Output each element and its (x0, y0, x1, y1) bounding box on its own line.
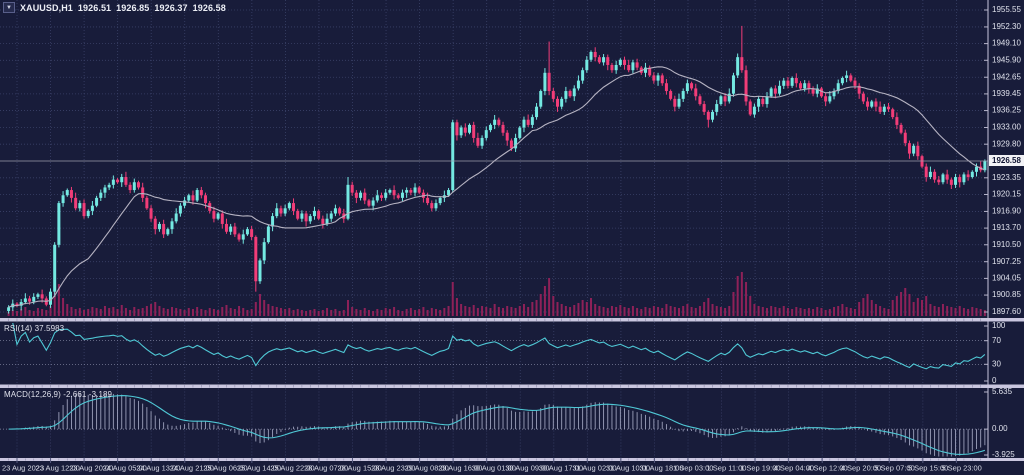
price-tick-label: 1910.50 (992, 240, 1021, 249)
price-tick-label: 1939.45 (992, 89, 1021, 98)
macd-scale-label: -3.925 (992, 450, 1015, 459)
price-tick-label: 1949.10 (992, 39, 1021, 48)
price-tick-label: 1955.55 (992, 5, 1021, 14)
pane-separators (0, 318, 1024, 461)
price-tick-label: 1913.70 (992, 223, 1021, 232)
time-tick-label: 31 Aug 02:00 (572, 463, 616, 472)
time-tick-label: 31 Aug 10:00 (606, 463, 650, 472)
time-tick-label: 30 Aug 17:00 (539, 463, 583, 472)
ma-line (8, 66, 986, 308)
rsi-indicator-label: RSI(14) 37.5983 (4, 324, 64, 333)
price-tick-label: 1933.00 (992, 123, 1021, 132)
price-tick-label: 1897.60 (992, 307, 1021, 316)
rsi-scale-label: 100 (992, 321, 1006, 330)
time-tick-label: 30 Aug 09:00 (505, 463, 549, 472)
time-tick-label: 1 Sep 03:00 (673, 463, 713, 472)
time-tick-label: 5 Sep 15:00 (908, 463, 948, 472)
price-tick-label: 1916.90 (992, 207, 1021, 216)
macd-scale-label: 0.00 (992, 424, 1008, 433)
rsi-pane (0, 322, 988, 370)
ohlc-open: 1926.51 (77, 2, 112, 13)
time-tick-label: 25 Aug 14:00 (237, 463, 281, 472)
time-tick-label: 28 Aug 07:00 (304, 463, 348, 472)
price-tick-label: 1907.25 (992, 257, 1021, 266)
time-tick-label: 28 Aug 15:00 (338, 463, 382, 472)
price-tick-label: 1900.85 (992, 290, 1021, 299)
price-tick-label: 1923.35 (992, 173, 1021, 182)
ohlc-close: 1926.58 (192, 2, 226, 13)
rsi-line (12, 322, 986, 370)
chart-title-bar: ▼ XAUUSD,H1 1926.51 1926.85 1926.37 1926… (3, 2, 226, 13)
time-tick-label: 23 Aug 2023 (2, 463, 44, 472)
chart-menu-icon[interactable]: ▼ (3, 2, 15, 13)
macd-name: MACD(12,26,9) (4, 390, 61, 399)
symbol-period-label: XAUUSD,H1 (20, 2, 73, 13)
time-tick-label: 23 Aug 20:00 (69, 463, 113, 472)
time-tick-label: 28 Aug 23:00 (371, 463, 415, 472)
macd-values: -2.661 -3.189 (63, 390, 113, 399)
time-tick-label: 4 Sep 12:00 (807, 463, 847, 472)
rsi-scale-label: 70 (992, 336, 1001, 345)
macd-indicator-label: MACD(12,26,9) -2.661 -3.189 (4, 390, 112, 399)
time-tick-label: 5 Sep 23:00 (941, 463, 981, 472)
price-tick-label: 1942.65 (992, 72, 1021, 81)
time-tick-label: 1 Sep 11:00 (707, 463, 747, 472)
time-tick-label: 1 Sep 19:00 (740, 463, 780, 472)
price-tick-label: 1920.15 (992, 190, 1021, 199)
rsi-name: RSI(14) (4, 324, 33, 333)
ohlc-high: 1926.85 (116, 2, 150, 13)
price-tick-label: 1952.30 (992, 22, 1021, 31)
rsi-value: 37.5983 (34, 324, 65, 333)
time-tick-label: 23 Aug 12:00 (36, 463, 80, 472)
time-tick-label: 24 Aug 05:00 (103, 463, 147, 472)
time-tick-label: 30 Aug 01:00 (472, 463, 516, 472)
price-tick-label: 1945.90 (992, 55, 1021, 64)
time-tick-label: 31 Aug 18:00 (639, 463, 683, 472)
current-price-tag: 1926.58 (989, 155, 1024, 167)
time-tick-label: 4 Sep 04:00 (774, 463, 814, 472)
macd-signal-line (8, 395, 986, 455)
time-tick-label: 29 Aug 08:00 (405, 463, 449, 472)
rsi-scale-label: 30 (992, 359, 1001, 368)
time-tick-label: 29 Aug 16:00 (438, 463, 482, 472)
macd-scale-label: 5.635 (992, 387, 1013, 396)
grid-layer (0, 0, 988, 458)
volume-layer (7, 272, 986, 316)
time-tick-label: 5 Sep 07:00 (874, 463, 914, 472)
price-axis: 1955.55 1952.30 1949.10 1945.90 1942.65 1939.… (984, 0, 1021, 461)
macd-pane (0, 393, 988, 457)
time-tick-label: 24 Aug 21:00 (170, 463, 214, 472)
time-tick-label: 25 Aug 22:00 (270, 463, 314, 472)
time-tick-label: 24 Aug 13:00 (136, 463, 180, 472)
ohlc-low: 1926.37 (154, 2, 188, 13)
price-tick-label: 1929.80 (992, 139, 1021, 148)
rsi-scale-label: 0 (992, 376, 997, 385)
price-tick-label: 1904.05 (992, 273, 1021, 282)
price-tick-label: 1936.25 (992, 106, 1021, 115)
time-tick-label: 25 Aug 06:00 (203, 463, 247, 472)
time-tick-label: 4 Sep 20:00 (841, 463, 881, 472)
